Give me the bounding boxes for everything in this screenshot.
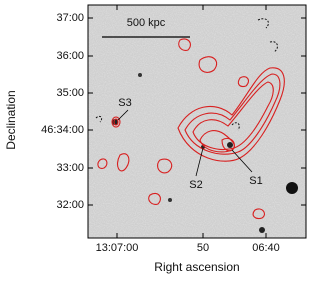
scale-bar-label: 500 kpc: [127, 17, 166, 29]
y-tick-label: 33:00: [56, 162, 84, 174]
x-tick-label: 13:07:00: [96, 242, 139, 254]
y-tick-label: 35:00: [56, 87, 84, 99]
page: 500 kpc S3 S2 S1 Right ascension Declina…: [4, 4, 307, 275]
plot-frame: [87, 4, 307, 239]
sky-image: [88, 5, 306, 238]
source-label: S1: [249, 175, 262, 187]
x-axis-label: Right ascension: [154, 260, 239, 274]
y-tick-label: 46:34:00: [41, 124, 84, 136]
x-tick-label: 06:40: [252, 242, 280, 254]
source-label: S2: [189, 179, 202, 191]
figure: 500 kpc S3 S2 S1 Right ascension Declina…: [4, 4, 307, 274]
x-tick-label: 50: [197, 242, 209, 254]
y-axis-label: Declination: [4, 90, 18, 149]
y-tick-label: 37:00: [56, 12, 84, 24]
source-label: S3: [118, 97, 131, 109]
y-tick-label: 36:00: [56, 50, 84, 62]
y-tick-label: 32:00: [56, 199, 84, 211]
